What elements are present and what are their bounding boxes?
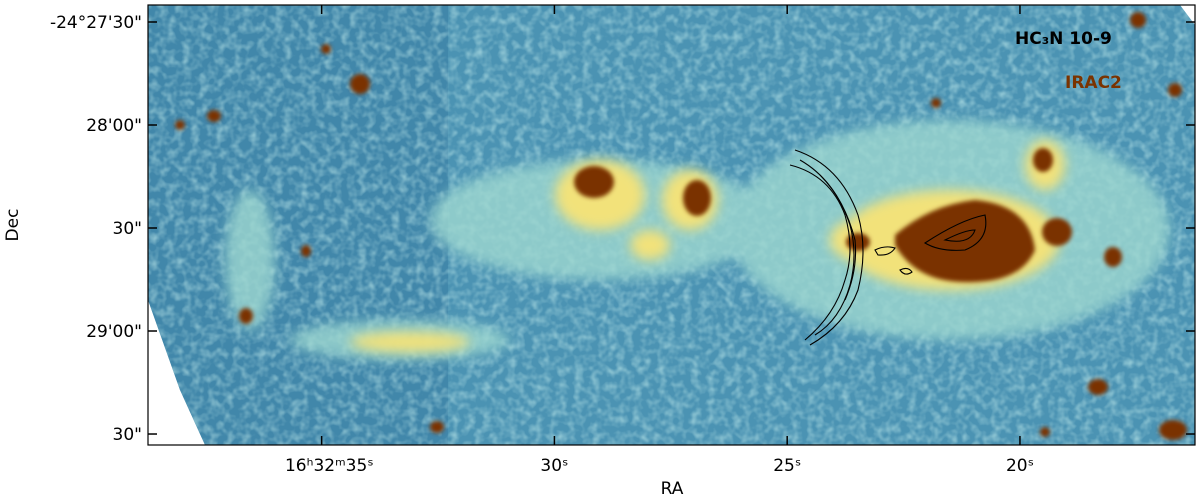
- y-tick-label: 28'00": [86, 116, 142, 136]
- x-tick-label: 20ˢ: [1006, 456, 1034, 476]
- x-tick-label: 30ˢ: [540, 456, 568, 476]
- contours: [789, 149, 987, 346]
- y-axis-label: Dec: [3, 209, 23, 242]
- frame: [147, 4, 1196, 446]
- y-tick-label: 30": [113, 219, 142, 239]
- x-axis-label: RA: [661, 479, 684, 499]
- image: [148, 5, 1195, 445]
- legend-label: HC₃N 10-9: [1015, 29, 1112, 49]
- y-tick-label: 29'00": [86, 322, 142, 342]
- x-tick-label: 25ˢ: [773, 456, 801, 476]
- legend-label: IRAC2: [1065, 73, 1122, 93]
- x-tick-label: 16ʰ32ᵐ35ˢ: [285, 456, 374, 476]
- y-tick-label: -24°27'30": [50, 13, 142, 33]
- y-tick-label: 30": [113, 425, 142, 445]
